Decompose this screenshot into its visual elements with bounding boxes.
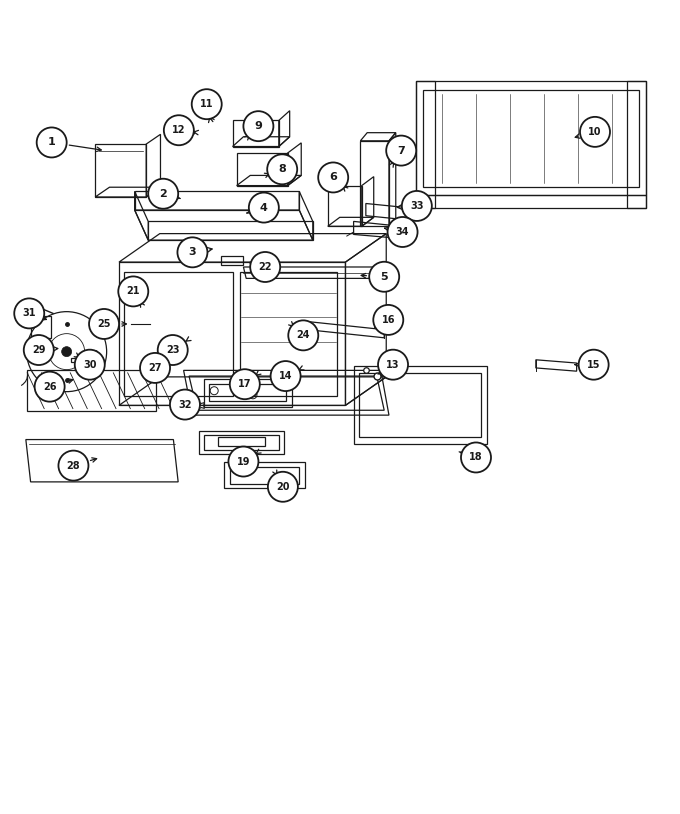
Text: 3: 3 bbox=[188, 247, 197, 257]
Text: 32: 32 bbox=[178, 400, 192, 409]
Circle shape bbox=[268, 472, 298, 501]
Circle shape bbox=[37, 128, 67, 157]
Text: 7: 7 bbox=[397, 146, 405, 155]
Circle shape bbox=[118, 277, 148, 306]
Text: 22: 22 bbox=[258, 262, 272, 272]
Circle shape bbox=[243, 112, 273, 141]
Text: 28: 28 bbox=[67, 461, 80, 470]
Circle shape bbox=[579, 350, 609, 379]
Text: 5: 5 bbox=[380, 272, 388, 282]
Circle shape bbox=[75, 350, 105, 379]
Circle shape bbox=[271, 361, 301, 391]
Text: 26: 26 bbox=[43, 382, 56, 392]
Text: 4: 4 bbox=[260, 203, 268, 212]
Circle shape bbox=[228, 447, 258, 476]
Circle shape bbox=[288, 321, 318, 350]
Circle shape bbox=[35, 372, 65, 401]
Circle shape bbox=[192, 90, 222, 119]
Text: 19: 19 bbox=[237, 457, 250, 466]
Text: 15: 15 bbox=[587, 360, 600, 370]
Text: 24: 24 bbox=[296, 330, 310, 340]
Text: 14: 14 bbox=[279, 371, 292, 381]
Text: 9: 9 bbox=[254, 121, 262, 131]
Circle shape bbox=[461, 443, 491, 472]
Text: 16: 16 bbox=[381, 315, 395, 325]
Circle shape bbox=[318, 163, 348, 192]
Circle shape bbox=[140, 353, 170, 383]
Text: 12: 12 bbox=[172, 125, 186, 135]
Circle shape bbox=[89, 309, 119, 339]
Text: 17: 17 bbox=[238, 379, 252, 389]
Circle shape bbox=[14, 299, 44, 328]
Circle shape bbox=[267, 155, 297, 184]
Circle shape bbox=[62, 347, 71, 357]
Circle shape bbox=[170, 390, 200, 419]
Text: 1: 1 bbox=[48, 138, 56, 147]
Circle shape bbox=[24, 335, 54, 365]
Text: 20: 20 bbox=[276, 482, 290, 492]
Text: 29: 29 bbox=[32, 345, 46, 355]
Circle shape bbox=[230, 370, 260, 399]
Text: 34: 34 bbox=[396, 227, 409, 237]
Circle shape bbox=[158, 335, 188, 365]
Circle shape bbox=[386, 136, 416, 165]
Text: 13: 13 bbox=[386, 360, 400, 370]
Text: 11: 11 bbox=[200, 99, 214, 109]
Text: 2: 2 bbox=[159, 189, 167, 199]
Circle shape bbox=[58, 451, 88, 480]
Text: 27: 27 bbox=[148, 363, 162, 373]
Text: 10: 10 bbox=[588, 127, 602, 137]
Text: 21: 21 bbox=[126, 287, 140, 296]
Circle shape bbox=[580, 117, 610, 147]
Circle shape bbox=[373, 305, 403, 335]
Circle shape bbox=[402, 191, 432, 221]
Circle shape bbox=[249, 193, 279, 222]
Circle shape bbox=[378, 350, 408, 379]
Circle shape bbox=[177, 238, 207, 267]
Text: 33: 33 bbox=[410, 201, 424, 211]
Circle shape bbox=[148, 179, 178, 208]
Circle shape bbox=[388, 217, 418, 247]
Text: 6: 6 bbox=[329, 173, 337, 182]
Text: 8: 8 bbox=[278, 164, 286, 174]
Text: 23: 23 bbox=[166, 345, 180, 355]
Circle shape bbox=[250, 252, 280, 282]
Text: 31: 31 bbox=[22, 309, 36, 318]
Text: 18: 18 bbox=[469, 453, 483, 462]
Circle shape bbox=[164, 116, 194, 145]
Text: 30: 30 bbox=[83, 360, 97, 370]
Circle shape bbox=[369, 262, 399, 291]
Text: 25: 25 bbox=[97, 319, 111, 329]
